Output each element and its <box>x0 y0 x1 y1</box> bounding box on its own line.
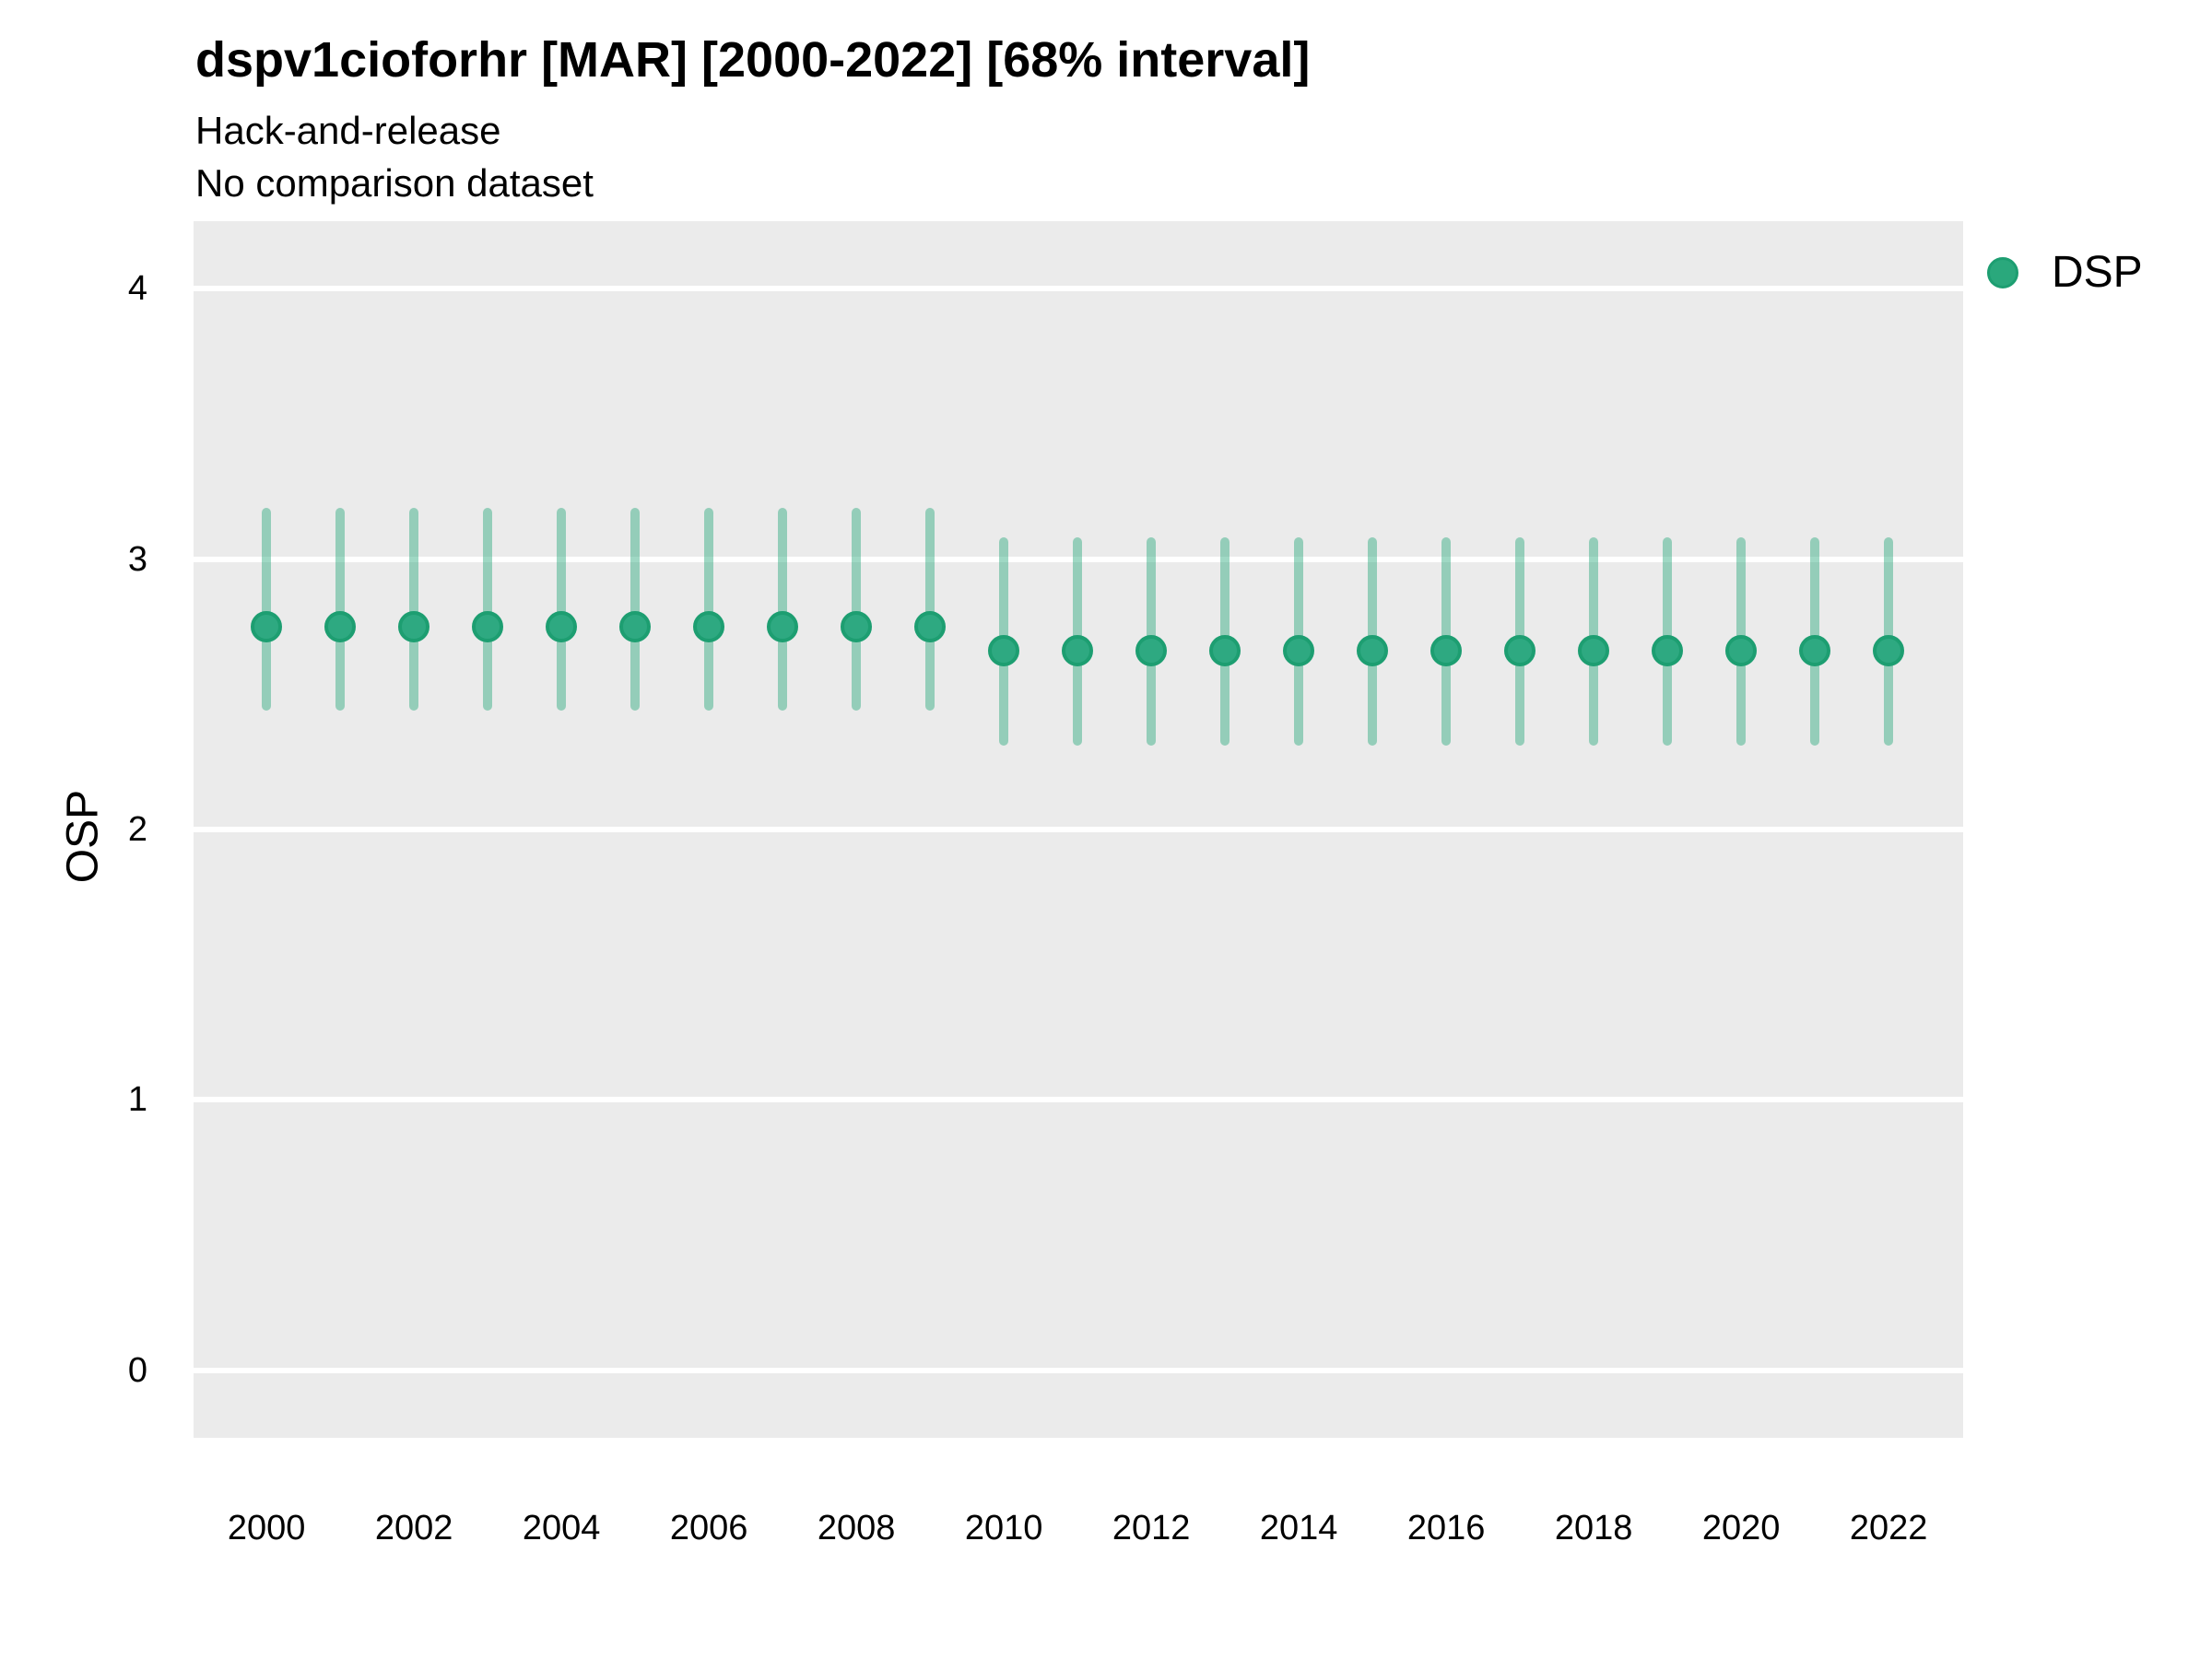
x-tick-label: 2010 <box>964 1509 1043 1547</box>
error-bar <box>630 507 641 711</box>
data-point <box>472 611 504 642</box>
x-tick-label: 2020 <box>1701 1509 1781 1547</box>
gridline-y-3 <box>194 556 1963 562</box>
data-point <box>324 611 357 642</box>
data-point <box>1062 635 1094 667</box>
gridline-y-4 <box>194 286 1963 292</box>
x-tick-label: 2006 <box>669 1509 748 1547</box>
data-point <box>398 611 430 642</box>
legend-dot-icon <box>1987 256 2018 288</box>
chart-subtitle: Hack-and-release <box>195 109 501 153</box>
x-tick-label: 2012 <box>1112 1509 1191 1547</box>
y-tick-label: 4 <box>127 269 147 309</box>
data-point <box>1357 635 1389 667</box>
x-tick-label: 2022 <box>1849 1509 1928 1547</box>
data-point <box>767 611 799 642</box>
data-point <box>1799 635 1831 667</box>
error-bar <box>704 507 714 711</box>
error-bar <box>262 507 272 711</box>
data-point <box>1135 635 1168 667</box>
error-bar <box>483 507 493 711</box>
x-tick-label: 2008 <box>817 1509 896 1547</box>
gridline-y-0 <box>194 1367 1963 1373</box>
x-tick-label: 2018 <box>1554 1509 1633 1547</box>
gridline-y-2 <box>194 827 1963 832</box>
data-point <box>988 635 1020 667</box>
data-point <box>841 611 873 642</box>
error-bar <box>335 507 346 711</box>
data-point <box>619 611 652 642</box>
data-point <box>1578 635 1610 667</box>
chart-header: dspv1cioforhr [MAR] [2000-2022] [68% int… <box>195 31 1310 209</box>
data-point <box>1283 635 1315 667</box>
data-point <box>1209 635 1241 667</box>
x-tick-label: 2016 <box>1406 1509 1486 1547</box>
legend: DSP <box>1987 247 2143 298</box>
chart-note: No comparison dataset <box>195 160 594 205</box>
error-bar <box>852 507 862 711</box>
plot-panel <box>194 221 1963 1438</box>
data-point <box>693 611 725 642</box>
x-tick-label: 2004 <box>522 1509 601 1547</box>
y-tick-label: 2 <box>127 810 147 849</box>
data-point <box>546 611 578 642</box>
x-tick-label: 2014 <box>1259 1509 1338 1547</box>
data-point <box>1430 635 1463 667</box>
data-point <box>1873 635 1905 667</box>
data-point <box>1652 635 1684 667</box>
data-point <box>1504 635 1536 667</box>
chart-title: dspv1cioforhr [MAR] [2000-2022] [68% int… <box>195 32 1311 88</box>
error-bar <box>778 507 788 711</box>
gridline-y-1 <box>194 1097 1963 1103</box>
data-point <box>1725 635 1758 667</box>
x-tick-label: 2002 <box>374 1509 453 1547</box>
error-bar <box>557 507 567 711</box>
x-tick-label: 2000 <box>227 1509 306 1547</box>
y-tick-label: 0 <box>127 1350 147 1390</box>
legend-label: DSP <box>2052 248 2143 297</box>
data-point <box>914 611 947 642</box>
error-bar <box>409 507 419 711</box>
error-bar <box>925 507 935 711</box>
y-tick-label: 1 <box>127 1080 147 1120</box>
data-point <box>251 611 283 642</box>
y-tick-label: 3 <box>127 539 147 579</box>
